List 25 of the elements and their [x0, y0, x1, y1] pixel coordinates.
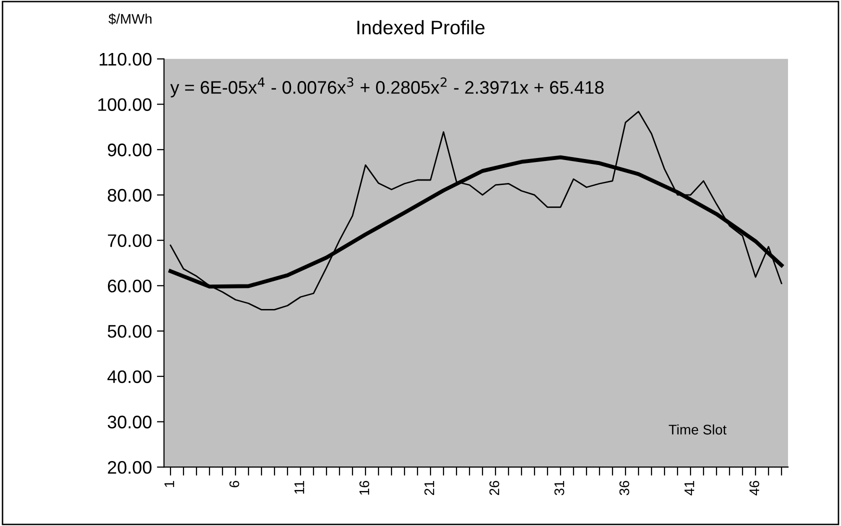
y-tick-label: 90.00 [108, 144, 152, 156]
y-axis-title: $/MWh [108, 13, 152, 25]
y-tick-label: 70.00 [108, 234, 152, 248]
x-tick-label: 11 [294, 480, 304, 494]
y-tick-label: 30.00 [108, 416, 152, 428]
y-tick-label: 40.00 [107, 370, 152, 384]
annotation: y = 6E-05x$^{4}$ - 0.0076x$^{3}$ + 0.2805x$^{2}$ - 2.3971x + 65.418 [170, 77, 604, 98]
x-tick-label: 36 [619, 480, 630, 496]
x-tick-label: 16 [359, 480, 370, 495]
y-tick-label: 110.00 [100, 52, 152, 66]
y-tick-label: 80.00 [108, 188, 152, 202]
line-series [170, 110, 782, 310]
x-tick-label: 1 [164, 480, 174, 487]
x-tick-label: 26 [489, 480, 500, 496]
y-tick-label: 50.00 [108, 324, 152, 338]
chart-title: Indexed Profile [357, 20, 484, 34]
x-axis-title: Time Slot [668, 424, 726, 435]
x-tick-label: 41 [684, 480, 694, 496]
x-tick-label: 21 [424, 480, 434, 496]
x-tick-label: 31 [554, 480, 564, 496]
y-tick-label: 100.00 [98, 98, 152, 111]
x-tick-label: 6 [229, 480, 240, 488]
y-tick-label: 60.00 [108, 280, 152, 292]
y-tick-label: 20.00 [108, 461, 152, 474]
x-tick-label: 46 [749, 480, 760, 496]
